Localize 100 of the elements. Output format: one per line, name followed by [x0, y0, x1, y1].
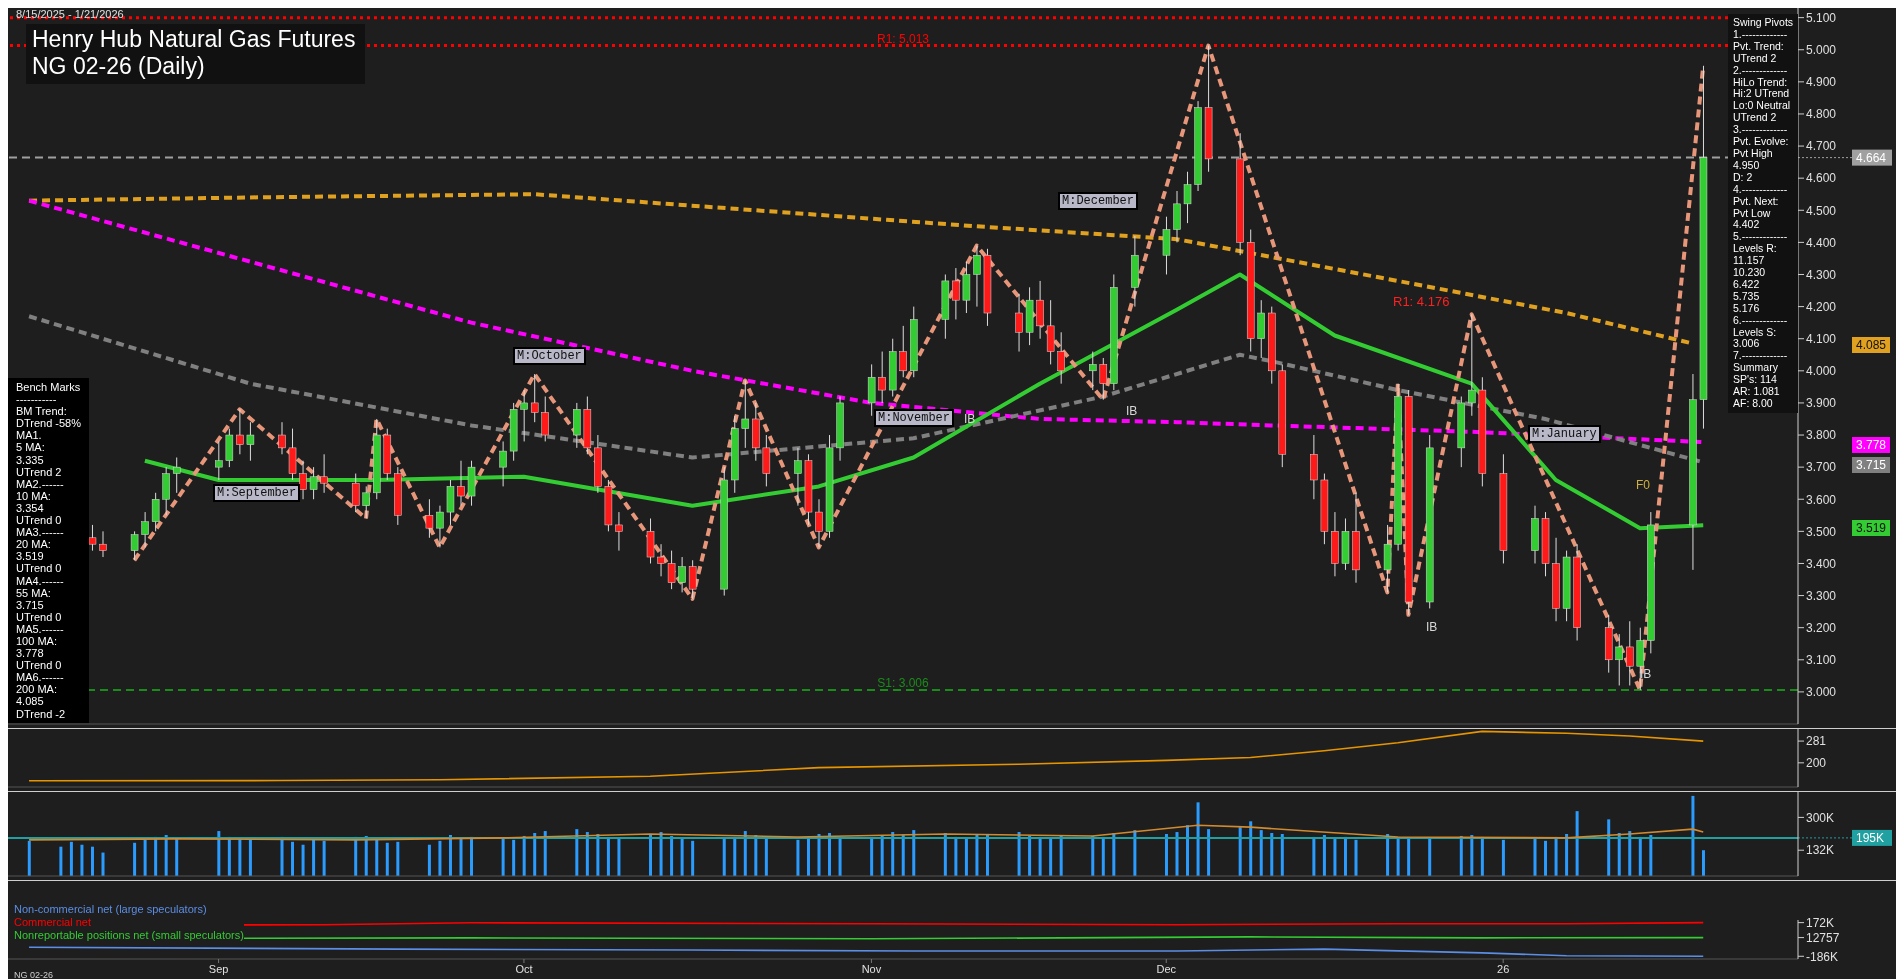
- annotation: M:January: [1528, 424, 1601, 443]
- bar: [1501, 839, 1505, 876]
- bar: [1607, 819, 1611, 876]
- annotation: IB: [1126, 403, 1138, 418]
- ref-line-label: 4.664: [1856, 150, 1887, 165]
- bar: [606, 836, 610, 876]
- bar: [1649, 834, 1653, 876]
- bar: [90, 846, 94, 876]
- candlestick: [1615, 633, 1623, 686]
- annotation: M:October: [513, 347, 586, 365]
- candlestick: [299, 460, 307, 500]
- bar: [1575, 811, 1579, 876]
- bar: [143, 839, 147, 876]
- candlestick: [615, 511, 623, 552]
- y-tick-label: 4.500: [1806, 203, 1837, 218]
- bar: [764, 836, 768, 876]
- bar: [806, 838, 810, 876]
- bar: [1565, 834, 1569, 876]
- bar: [1617, 833, 1621, 876]
- bar: [385, 842, 389, 876]
- bar: [1059, 834, 1063, 876]
- bar: [238, 838, 242, 876]
- bar: [691, 840, 695, 876]
- candlestick: [688, 559, 697, 600]
- bar: [533, 833, 537, 876]
- text: NG 02-26 (Daily): [32, 53, 206, 80]
- y-tick-label: 281: [1806, 734, 1827, 749]
- bar: [101, 852, 105, 876]
- candlestick: [794, 447, 802, 507]
- bar: [27, 840, 31, 876]
- x-tick-label: Nov: [861, 962, 882, 975]
- candlestick: [99, 530, 107, 558]
- candlestick: [678, 556, 686, 593]
- series-label: Nonreportable positions net (small speculators): [14, 929, 244, 942]
- candlestick: [1183, 171, 1192, 224]
- bar: [1343, 836, 1347, 876]
- bar: [512, 839, 516, 876]
- y-tick-label: 4.900: [1806, 75, 1837, 90]
- bar: [901, 834, 905, 876]
- candlestick: [172, 457, 181, 494]
- candlestick: [657, 543, 665, 577]
- bar: [975, 834, 979, 876]
- bar: [1238, 827, 1242, 876]
- bar: [217, 831, 221, 876]
- text: 3.778: [1856, 437, 1887, 452]
- bar: [1038, 836, 1042, 876]
- bar: [1049, 838, 1053, 876]
- y-tick-label: 4.400: [1806, 235, 1837, 250]
- bar: [585, 832, 589, 876]
- x-tick-label: Sep: [208, 962, 229, 975]
- annotation: 3.715: [16, 598, 44, 611]
- candlestick: [88, 524, 97, 552]
- bar: [69, 841, 73, 876]
- y-tick-label: 3.600: [1806, 492, 1837, 507]
- y-tick-label: 4.600: [1806, 171, 1837, 186]
- bar: [543, 831, 547, 876]
- bar: [80, 844, 84, 876]
- bar: [248, 839, 252, 876]
- bar: [617, 838, 621, 876]
- y-tick-label: 5.100: [1806, 10, 1837, 25]
- annotation: M:September: [213, 483, 301, 502]
- bar: [375, 838, 379, 876]
- bar: [985, 834, 989, 876]
- bar: [1544, 840, 1548, 876]
- bar: [649, 834, 653, 876]
- bar: [396, 841, 400, 876]
- bar: [1133, 830, 1137, 876]
- bar: [312, 838, 316, 876]
- candlestick: [1099, 357, 1108, 401]
- annotation: R1: 4.176: [1393, 294, 1450, 310]
- candlestick: [425, 498, 434, 539]
- bar: [1396, 836, 1400, 876]
- bar: [1333, 838, 1337, 876]
- bar: [912, 830, 916, 876]
- bar: [1701, 850, 1705, 876]
- y-tick-label: 132K: [1806, 843, 1835, 858]
- bar: [964, 837, 968, 876]
- bar: [1164, 834, 1168, 876]
- y-tick-label: 3.800: [1806, 428, 1837, 443]
- candlestick: [1089, 351, 1097, 391]
- candlestick: [436, 505, 444, 548]
- y-tick-label: 3.700: [1806, 460, 1837, 475]
- y-tick-label: 300K: [1806, 810, 1835, 825]
- bar: [817, 834, 821, 876]
- x-tick-label: Dec: [1156, 962, 1177, 975]
- bar: [596, 834, 600, 876]
- y-tick-label: 172K: [1806, 915, 1835, 930]
- bar: [470, 836, 474, 876]
- bar: [870, 837, 874, 876]
- annotation: M:November: [874, 409, 955, 428]
- candlestick: [1015, 293, 1023, 353]
- annotation: M:December: [1058, 192, 1139, 211]
- annotation: IB: [964, 412, 976, 427]
- candlestick: [520, 389, 528, 442]
- bar: [1312, 836, 1316, 876]
- text: Swing Pivots 1.------------- Pvt. Trend: UTrend 2 2.------------- HiLo Trend: Hi:2 UTrend Lo:0 Neutral UTrend 2 3.------------- Pvt. Evolve: Pvt High 4.950 D: 2 4.------------- Pvt. Next: Pvt Low 4.402 5.------------- Levels R: 11.157 10.230 6.422 5.735 5.176 6.------------- Levels S: 3.006 7.------------- Summary SP's: 114 AR: 1.081 AF: 8.00: [1733, 16, 1794, 409]
- candlestick: [457, 460, 465, 507]
- bar: [1207, 829, 1211, 876]
- y-tick-label: 12757: [1806, 930, 1840, 945]
- candlestick: [541, 396, 549, 442]
